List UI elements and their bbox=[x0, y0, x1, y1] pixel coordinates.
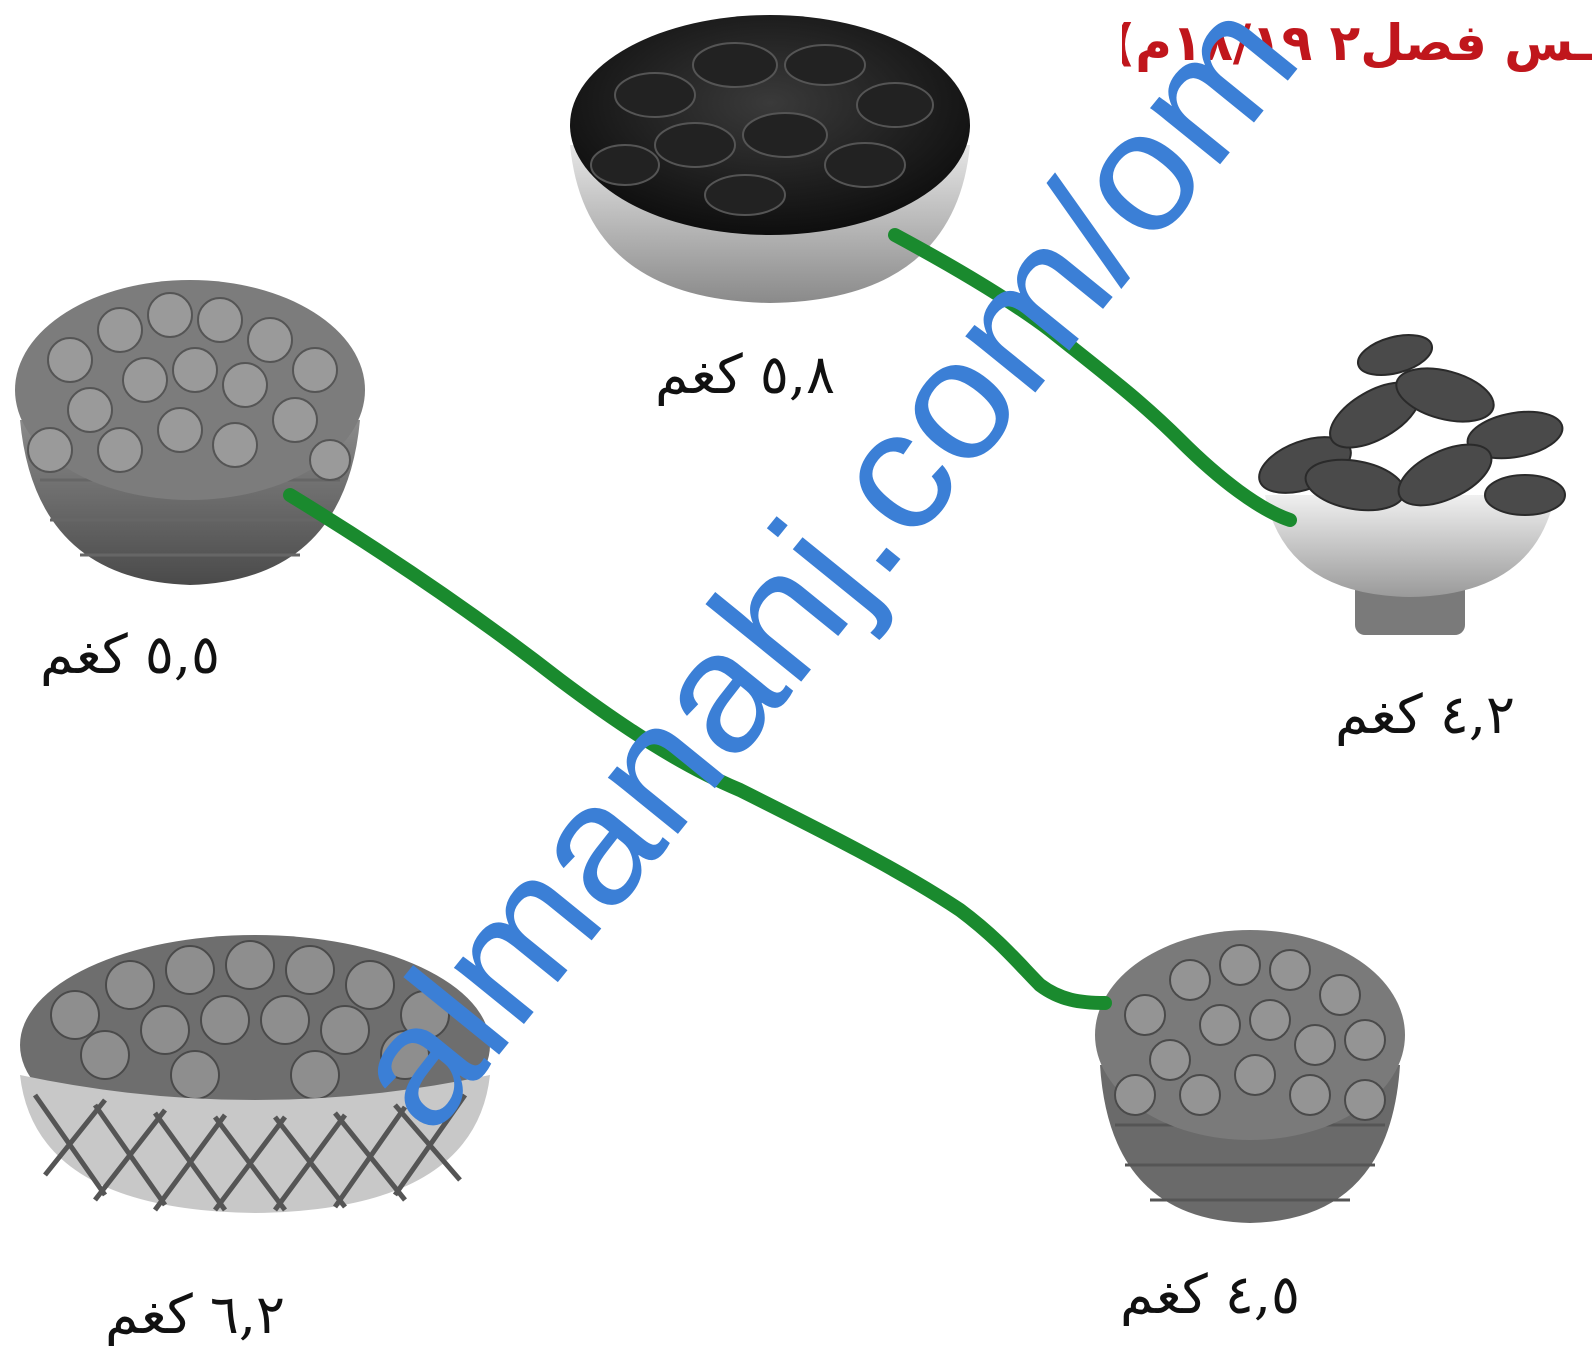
weight-label-top-center: ٥,٨ كغم bbox=[655, 343, 836, 406]
dates-basket-middle-left bbox=[10, 270, 370, 590]
dates-bowl-top-center bbox=[565, 5, 975, 305]
weight-label-bottom-right: ٤,٥ كغم bbox=[1120, 1263, 1301, 1326]
weight-label-middle-left: ٥,٥ كغم bbox=[40, 623, 221, 686]
weight-label-bottom-left: ٦,٢ كغم bbox=[105, 1283, 286, 1346]
dates-bowl-middle-right bbox=[1245, 325, 1575, 640]
header-title: ـس فصل٢ ١٨/١٩م) bbox=[1122, 14, 1592, 72]
dates-basket-bottom-right bbox=[1090, 925, 1410, 1225]
dates-basket-bottom-left bbox=[15, 925, 495, 1215]
weight-label-middle-right: ٤,٢ كغم bbox=[1335, 683, 1516, 746]
